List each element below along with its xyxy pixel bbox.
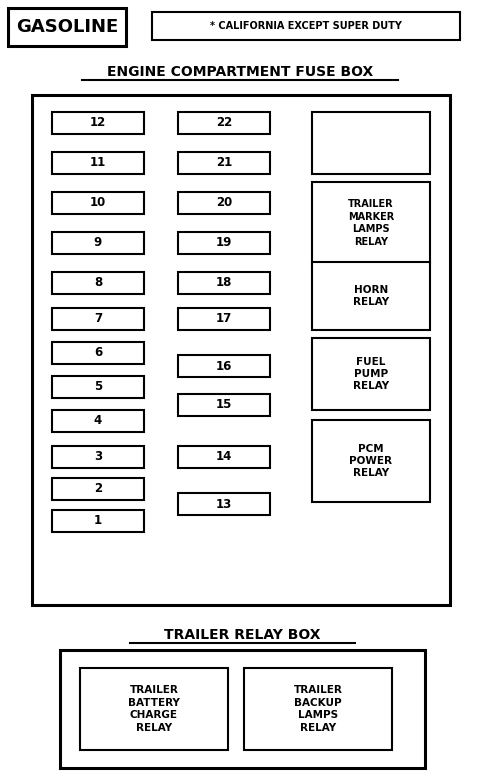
Text: GASOLINE: GASOLINE — [16, 18, 118, 36]
FancyBboxPatch shape — [178, 355, 270, 377]
Text: 18: 18 — [216, 276, 232, 290]
Text: FUEL
PUMP
RELAY: FUEL PUMP RELAY — [353, 356, 389, 392]
FancyBboxPatch shape — [52, 376, 144, 398]
FancyBboxPatch shape — [178, 232, 270, 254]
Text: 4: 4 — [94, 414, 102, 428]
FancyBboxPatch shape — [312, 182, 430, 264]
FancyBboxPatch shape — [178, 308, 270, 330]
Text: TRAILER RELAY BOX: TRAILER RELAY BOX — [164, 628, 320, 642]
FancyBboxPatch shape — [244, 668, 392, 750]
Text: TRAILER
MARKER
LAMPS
RELAY: TRAILER MARKER LAMPS RELAY — [348, 200, 394, 247]
FancyBboxPatch shape — [52, 272, 144, 294]
FancyBboxPatch shape — [312, 262, 430, 330]
Text: 14: 14 — [216, 450, 232, 464]
FancyBboxPatch shape — [52, 446, 144, 468]
FancyBboxPatch shape — [80, 668, 228, 750]
FancyBboxPatch shape — [178, 152, 270, 174]
FancyBboxPatch shape — [52, 342, 144, 364]
Text: 19: 19 — [216, 236, 232, 250]
Text: TRAILER
BACKUP
LAMPS
RELAY: TRAILER BACKUP LAMPS RELAY — [294, 685, 342, 733]
Text: 7: 7 — [94, 312, 102, 326]
Text: 9: 9 — [94, 236, 102, 250]
Text: 1: 1 — [94, 514, 102, 528]
FancyBboxPatch shape — [312, 338, 430, 410]
Text: 20: 20 — [216, 197, 232, 210]
FancyBboxPatch shape — [178, 446, 270, 468]
Text: 5: 5 — [94, 381, 102, 394]
Text: 15: 15 — [216, 399, 232, 412]
Text: 22: 22 — [216, 117, 232, 129]
FancyBboxPatch shape — [8, 8, 126, 46]
FancyBboxPatch shape — [32, 95, 450, 605]
Text: 6: 6 — [94, 347, 102, 359]
FancyBboxPatch shape — [52, 232, 144, 254]
FancyBboxPatch shape — [178, 112, 270, 134]
Text: PCM
POWER
RELAY: PCM POWER RELAY — [349, 444, 393, 478]
FancyBboxPatch shape — [178, 394, 270, 416]
FancyBboxPatch shape — [312, 420, 430, 502]
FancyBboxPatch shape — [52, 410, 144, 432]
Text: 16: 16 — [216, 359, 232, 373]
FancyBboxPatch shape — [312, 112, 430, 174]
FancyBboxPatch shape — [60, 650, 425, 768]
FancyBboxPatch shape — [52, 112, 144, 134]
Text: ENGINE COMPARTMENT FUSE BOX: ENGINE COMPARTMENT FUSE BOX — [107, 65, 373, 79]
Text: 13: 13 — [216, 497, 232, 511]
Text: 21: 21 — [216, 157, 232, 169]
Text: 17: 17 — [216, 312, 232, 326]
FancyBboxPatch shape — [52, 308, 144, 330]
FancyBboxPatch shape — [52, 510, 144, 532]
Text: TRAILER
BATTERY
CHARGE
RELAY: TRAILER BATTERY CHARGE RELAY — [128, 685, 180, 733]
FancyBboxPatch shape — [152, 12, 460, 40]
Text: 3: 3 — [94, 450, 102, 464]
Text: 10: 10 — [90, 197, 106, 210]
Text: * CALIFORNIA EXCEPT SUPER DUTY: * CALIFORNIA EXCEPT SUPER DUTY — [210, 21, 402, 31]
FancyBboxPatch shape — [178, 493, 270, 515]
FancyBboxPatch shape — [178, 192, 270, 214]
FancyBboxPatch shape — [52, 152, 144, 174]
Text: 12: 12 — [90, 117, 106, 129]
FancyBboxPatch shape — [52, 478, 144, 500]
Text: 2: 2 — [94, 482, 102, 496]
Text: HORN
RELAY: HORN RELAY — [353, 285, 389, 307]
Text: 8: 8 — [94, 276, 102, 290]
FancyBboxPatch shape — [52, 192, 144, 214]
Text: 11: 11 — [90, 157, 106, 169]
FancyBboxPatch shape — [178, 272, 270, 294]
